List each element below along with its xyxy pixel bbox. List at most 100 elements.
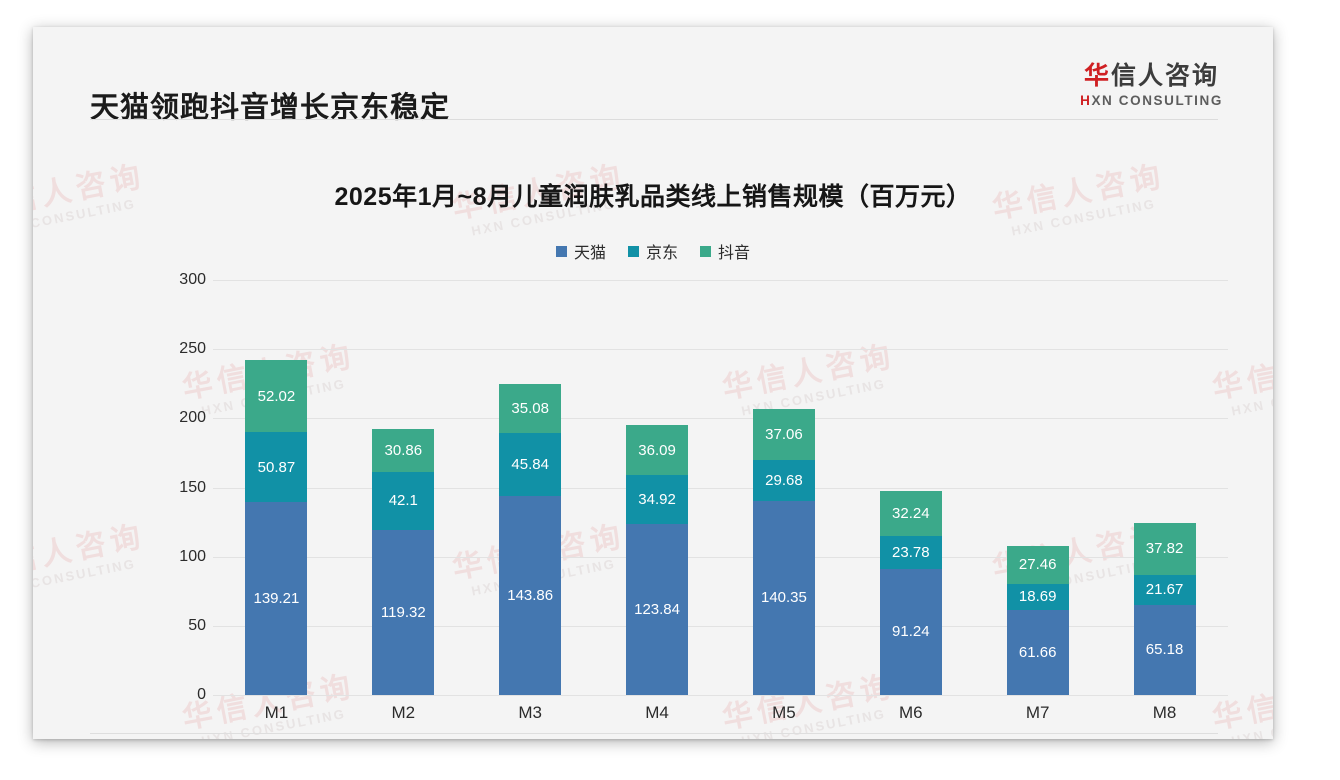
logo-en-rest: XN CONSULTING <box>1091 92 1223 108</box>
page-title: 天猫领跑抖音增长京东稳定 <box>90 92 451 124</box>
bar-value-label: 29.68 <box>765 471 803 489</box>
bar-column-M8[interactable]: 37.82 21.67 65.18 <box>1102 280 1227 695</box>
bar-value-label: 140.35 <box>760 589 807 607</box>
bar-segment-抖音-M8[interactable]: 37.82 <box>1133 522 1196 575</box>
bar-value-label: 52.02 <box>257 387 296 405</box>
y-axis-tick-label: 0 <box>197 686 206 703</box>
gridline <box>213 487 1228 489</box>
bar-segment-抖音-M5[interactable]: 37.06 <box>752 408 815 460</box>
legend-swatch-icon <box>627 245 639 257</box>
bar-segment-京东-M3[interactable]: 45.84 <box>499 432 562 496</box>
bar-value-label: 36.09 <box>638 441 676 459</box>
legend-item-天猫[interactable]: 天猫 <box>555 239 606 263</box>
bar-column-M3[interactable]: 35.08 45.84 143.86 <box>468 280 593 695</box>
bar-column-M2[interactable]: 30.86 42.1 119.32 <box>341 280 466 695</box>
bar-value-label: 123.84 <box>634 600 680 618</box>
legend-swatch-icon <box>555 245 567 257</box>
bar-segment-抖音-M7[interactable]: 27.46 <box>1006 545 1069 584</box>
bar-segment-京东-M5[interactable]: 29.68 <box>752 459 815 501</box>
bar-segment-京东-M2[interactable]: 42.1 <box>372 471 435 530</box>
bar-segment-抖音-M2[interactable]: 30.86 <box>372 429 435 472</box>
bar-segment-京东-M7[interactable]: 18.69 <box>1006 583 1069 610</box>
bar-column-M7[interactable]: 27.46 18.69 61.66 <box>975 280 1100 695</box>
bar-group: 52.02 50.87 139.21 30.86 42.1 119.32 35.08 45.8… <box>213 280 1228 695</box>
bar-segment-京东-M8[interactable]: 21.67 <box>1133 574 1196 605</box>
logo-en-first-char: H <box>1080 92 1092 108</box>
y-axis-tick-label: 50 <box>188 616 206 634</box>
bar-value-label: 139.21 <box>253 590 300 608</box>
bar-segment-京东-M1[interactable]: 50.87 <box>245 432 308 503</box>
bar-column-M4[interactable]: 36.09 34.92 123.84 <box>595 280 720 695</box>
bar-value-label: 21.67 <box>1145 581 1184 599</box>
company-logo: 华信人咨询 HXN CONSULTING <box>1080 62 1223 109</box>
bar-value-label: 50.87 <box>257 458 296 476</box>
bar-segment-天猫-M1[interactable]: 139.21 <box>245 502 308 695</box>
bar-segment-抖音-M6[interactable]: 32.24 <box>879 491 942 536</box>
bar-segment-天猫-M5[interactable]: 140.35 <box>752 500 815 695</box>
x-axis-label-M2: M2 <box>391 703 416 722</box>
bar-segment-京东-M6[interactable]: 23.78 <box>879 535 942 569</box>
bar-value-label: 143.86 <box>507 587 554 604</box>
gridline <box>213 625 1228 627</box>
watermark-cn: 华信人咨询 <box>33 519 148 586</box>
footer-divider <box>90 733 1218 734</box>
chart-plot-area: 300 250 200 150 100 50 0 52.02 50.87 139.21 30.86… <box>168 271 1228 703</box>
gridline <box>213 349 1228 351</box>
bar-segment-天猫-M6[interactable]: 91.24 <box>879 568 942 695</box>
x-axis-label-M5: M5 <box>772 703 796 722</box>
gridline <box>213 280 1228 281</box>
legend-label: 天猫 <box>573 245 606 262</box>
legend-swatch-icon <box>700 245 711 257</box>
x-axis-label-M1: M1 <box>264 703 289 722</box>
bar-value-label: 119.32 <box>380 603 426 621</box>
bar-value-label: 65.18 <box>1145 641 1184 659</box>
bar-value-label: 45.84 <box>511 455 549 473</box>
logo-english-text: HXN CONSULTING <box>1080 93 1223 109</box>
bar-value-label: 34.92 <box>638 491 676 509</box>
legend-item-抖音[interactable]: 抖音 <box>700 239 750 263</box>
bar-value-label: 37.82 <box>1145 540 1184 558</box>
bar-segment-天猫-M4[interactable]: 123.84 <box>626 523 689 695</box>
slide-header: 天猫领跑抖音增长京东稳定 华信人咨询 HXN CONSULTING <box>33 27 1273 124</box>
bar-segment-天猫-M3[interactable]: 143.86 <box>499 496 562 695</box>
chart-legend: 天猫 京东 抖音 <box>33 239 1273 263</box>
bar-value-label: 32.24 <box>892 505 930 523</box>
bar-segment-京东-M4[interactable]: 34.92 <box>626 475 689 524</box>
x-axis-label-M6: M6 <box>899 703 923 722</box>
bar-value-label: 30.86 <box>384 441 423 459</box>
chart-title: 2025年1月~8月儿童润肤乳品类线上销售规模（百万元） <box>334 183 972 211</box>
logo-cn-first-char: 华 <box>1084 62 1112 90</box>
bar-column-M1[interactable]: 52.02 50.87 139.21 <box>214 280 339 695</box>
bar-segment-天猫-M2[interactable]: 119.32 <box>372 529 435 695</box>
bar-segment-天猫-M7[interactable]: 61.66 <box>1006 609 1069 695</box>
watermark-en: HXN CONSULTING <box>33 555 138 598</box>
bar-value-label: 35.08 <box>511 399 549 417</box>
bar-value-label: 23.78 <box>892 543 930 561</box>
y-axis-tick-label: 100 <box>179 547 206 565</box>
x-axis-label-M7: M7 <box>1025 703 1050 722</box>
bar-segment-天猫-M8[interactable]: 65.18 <box>1133 604 1196 695</box>
bar-column-M6[interactable]: 32.24 23.78 91.24 <box>848 280 973 695</box>
bar-value-label: 18.69 <box>1018 588 1057 606</box>
y-axis-tick-label: 150 <box>179 478 206 496</box>
gridline <box>213 418 1228 420</box>
bar-segment-抖音-M4[interactable]: 36.09 <box>626 425 689 476</box>
x-axis-label-M3: M3 <box>518 703 542 722</box>
y-axis-tick-label: 250 <box>179 340 206 358</box>
bar-value-label: 61.66 <box>1018 643 1057 661</box>
bar-segment-抖音-M1[interactable]: 52.02 <box>245 360 308 433</box>
y-axis-tick-label: 300 <box>179 271 206 288</box>
bar-column-M5[interactable]: 37.06 29.68 140.35 <box>721 280 846 695</box>
legend-label: 抖音 <box>718 245 751 262</box>
gridline <box>213 695 1228 696</box>
x-axis-label-M4: M4 <box>645 703 669 722</box>
x-axis-label-M8: M8 <box>1152 703 1177 722</box>
bar-value-label: 27.46 <box>1018 556 1057 574</box>
y-axis-tick-label: 200 <box>179 409 206 427</box>
bar-value-label: 42.1 <box>388 492 418 510</box>
legend-item-京东[interactable]: 京东 <box>627 239 678 263</box>
bar-value-label: 91.24 <box>892 623 930 641</box>
bar-segment-抖音-M3[interactable]: 35.08 <box>499 384 562 433</box>
